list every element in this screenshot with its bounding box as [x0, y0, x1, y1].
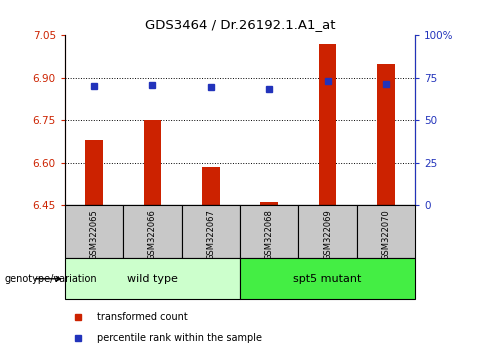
Bar — [144, 120, 161, 205]
Bar — [319, 44, 336, 205]
Text: genotype/variation: genotype/variation — [5, 274, 97, 284]
Text: GSM322066: GSM322066 — [148, 210, 157, 261]
Text: wild type: wild type — [127, 274, 178, 284]
Bar — [181, 205, 240, 258]
Bar — [240, 258, 415, 299]
Bar — [377, 64, 395, 205]
Title: GDS3464 / Dr.26192.1.A1_at: GDS3464 / Dr.26192.1.A1_at — [145, 18, 335, 32]
Text: transformed count: transformed count — [97, 312, 188, 322]
Bar — [123, 205, 181, 258]
Bar — [261, 202, 278, 205]
Text: GSM322065: GSM322065 — [89, 210, 98, 260]
Bar — [299, 205, 357, 258]
Text: GSM322070: GSM322070 — [382, 210, 391, 260]
Text: percentile rank within the sample: percentile rank within the sample — [97, 332, 262, 343]
Bar — [240, 205, 299, 258]
Text: GSM322069: GSM322069 — [323, 210, 332, 260]
Text: GSM322067: GSM322067 — [206, 210, 216, 261]
Text: GSM322068: GSM322068 — [264, 210, 274, 261]
Text: spt5 mutant: spt5 mutant — [293, 274, 362, 284]
Bar — [202, 167, 219, 205]
Bar — [85, 140, 103, 205]
Bar — [65, 205, 123, 258]
Bar — [65, 258, 240, 299]
Bar — [357, 205, 415, 258]
